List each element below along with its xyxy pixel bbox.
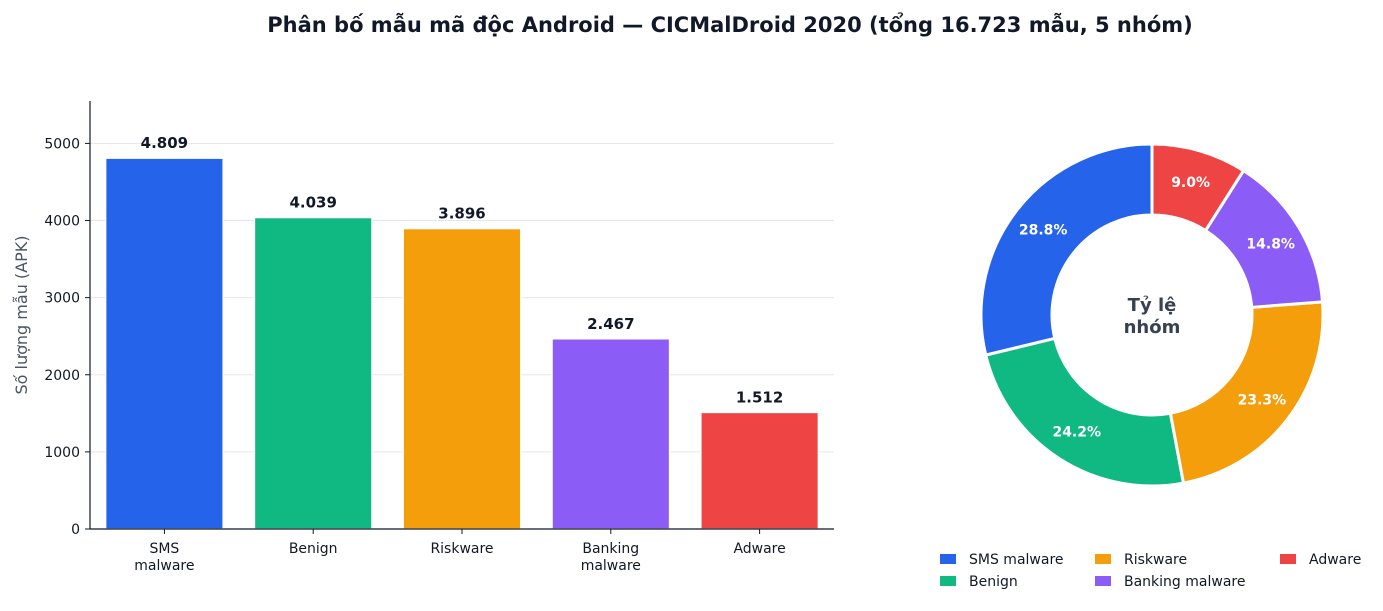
y-tick-label: 4000 <box>44 214 80 230</box>
x-tick-label: Banking malware <box>581 541 641 574</box>
bar <box>104 157 224 530</box>
bar-value-label: 4.809 <box>141 134 188 152</box>
slice-percent-label: 14.8% <box>1246 237 1295 253</box>
legend-swatch <box>1095 576 1111 586</box>
y-tick-label: 0 <box>71 522 80 538</box>
donut-slice <box>983 336 1186 488</box>
x-tick-label: Riskware <box>430 541 493 557</box>
legend-swatch <box>940 576 956 586</box>
legend-item: Benign <box>940 574 1018 590</box>
donut-slice <box>1168 300 1325 485</box>
bar-value-label: 1.512 <box>736 388 783 406</box>
legend-swatch <box>940 554 956 564</box>
legend-swatch <box>1280 554 1296 564</box>
bar-value-label: 4.039 <box>289 194 336 212</box>
legend-swatch <box>1095 554 1111 564</box>
slice-percent-label: 28.8% <box>1019 222 1068 238</box>
bar-chart: 0 1000 2000 3000 4000 5000 4.809 SMS malware 4.03… <box>12 101 834 574</box>
donut-center-label: nhóm <box>1124 317 1181 338</box>
bar <box>700 411 820 530</box>
slice-percent-label: 24.2% <box>1052 424 1101 440</box>
legend-label: Adware <box>1309 552 1361 568</box>
bar <box>253 216 373 530</box>
legend: SMS malware Benign Riskware Banking malware… <box>940 552 1361 590</box>
slice-percent-label: 9.0% <box>1171 175 1210 191</box>
slice-percent-label: 23.3% <box>1238 392 1287 408</box>
legend-item: Banking malware <box>1095 574 1245 590</box>
bar-value-label: 2.467 <box>587 315 634 333</box>
legend-label: SMS malware <box>969 552 1064 568</box>
legend-label: Riskware <box>1124 552 1187 568</box>
legend-label: Banking malware <box>1124 574 1245 590</box>
x-tick-label: Adware <box>733 541 785 557</box>
y-tick-label: 2000 <box>44 368 80 384</box>
bar-value-label: 3.896 <box>438 205 485 223</box>
chart-title: Phân bố mẫu mã độc Android — CICMalDroid… <box>267 12 1192 37</box>
x-tick-label: SMS malware <box>134 541 194 574</box>
x-tick-label: Benign <box>289 541 338 557</box>
y-tick-label: 1000 <box>44 445 80 461</box>
legend-item: SMS malware <box>940 552 1064 568</box>
legend-item: Riskware <box>1095 552 1187 568</box>
y-tick-label: 3000 <box>44 291 80 307</box>
bar <box>402 227 522 530</box>
legend-label: Benign <box>969 574 1018 590</box>
y-tick-label: 5000 <box>44 136 80 152</box>
bar <box>551 338 671 530</box>
y-axis-label: Số lượng mẫu (APK) <box>12 236 31 395</box>
donut-slice <box>1150 142 1246 233</box>
donut-center-label: Tỷ lệ <box>1128 295 1177 316</box>
donut-slice <box>979 142 1154 357</box>
legend-item: Adware <box>1280 552 1361 568</box>
